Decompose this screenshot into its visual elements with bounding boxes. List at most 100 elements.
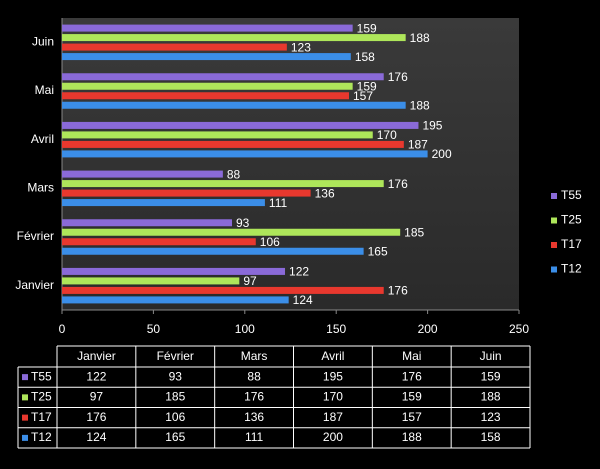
data-label: 124 <box>293 293 313 307</box>
table-header: Avril <box>321 349 344 363</box>
y-tick-label: Février <box>17 229 54 243</box>
data-label: 88 <box>227 167 241 181</box>
table-cell: 111 <box>245 430 264 444</box>
table-cell: 123 <box>481 410 501 424</box>
table-cell: 187 <box>323 410 343 424</box>
table-cell: 188 <box>402 430 422 444</box>
data-label: 123 <box>291 40 311 54</box>
data-label: 176 <box>388 177 408 191</box>
x-tick-label: 200 <box>418 322 438 336</box>
table-cell: 106 <box>165 410 185 424</box>
legend-key <box>22 374 28 381</box>
table-cell: 159 <box>402 390 422 404</box>
bar <box>62 43 287 51</box>
bar <box>62 53 351 61</box>
table-cell: 195 <box>323 369 343 383</box>
data-label: 106 <box>260 235 280 249</box>
bar <box>62 180 384 188</box>
table-header: Janvier <box>77 349 116 363</box>
y-tick-label: Avril <box>31 132 54 146</box>
bar <box>62 189 311 197</box>
plot-area <box>62 18 519 310</box>
legend-key <box>22 434 28 441</box>
table-cell: 157 <box>402 410 422 424</box>
bar <box>62 82 353 90</box>
bar <box>62 170 223 178</box>
table-cell: 136 <box>244 410 264 424</box>
data-label: 185 <box>404 225 424 239</box>
legend-key <box>551 242 557 248</box>
legend-key <box>22 414 28 421</box>
data-label: 200 <box>432 147 452 161</box>
bar <box>62 131 373 139</box>
legend-label: T12 <box>561 262 582 276</box>
legend-key <box>551 217 557 224</box>
data-label: 97 <box>243 274 257 288</box>
table-cell: 165 <box>165 430 185 444</box>
legend-label: T55 <box>561 188 582 202</box>
data-label: 170 <box>377 128 397 142</box>
data-label: 93 <box>236 216 250 230</box>
bar <box>62 199 265 207</box>
x-tick-label: 250 <box>509 322 529 336</box>
table-row-label: T12 <box>31 430 52 444</box>
data-label: 187 <box>408 138 428 152</box>
bar <box>62 24 353 32</box>
table-cell: 122 <box>86 369 106 383</box>
table-cell: 88 <box>247 369 261 383</box>
bar <box>62 296 289 304</box>
x-tick-label: 100 <box>235 322 255 336</box>
y-tick-label: Juin <box>32 35 54 49</box>
table-cell: 93 <box>169 369 183 383</box>
bar <box>62 247 364 255</box>
bar <box>62 219 233 227</box>
bar <box>62 238 256 246</box>
table-cell: 176 <box>244 390 264 404</box>
y-tick-label: Mai <box>35 83 54 97</box>
data-label: 158 <box>355 50 375 64</box>
table-cell: 159 <box>481 369 501 383</box>
y-tick-label: Mars <box>27 181 54 195</box>
data-label: 159 <box>357 21 377 35</box>
data-label: 165 <box>368 244 388 258</box>
table-cell: 97 <box>90 390 104 404</box>
data-label: 122 <box>289 265 309 279</box>
table-cell: 188 <box>481 390 501 404</box>
table-cell: 176 <box>86 410 106 424</box>
bar <box>62 228 401 236</box>
data-label: 188 <box>410 31 430 45</box>
data-label: 136 <box>315 186 335 200</box>
table-header: Juin <box>480 349 502 363</box>
table-row-label: T17 <box>31 410 52 424</box>
data-label: 195 <box>422 119 442 133</box>
table-row-label: T25 <box>31 390 52 404</box>
bar <box>62 267 286 275</box>
bar <box>62 73 384 81</box>
bar <box>62 92 349 100</box>
bar <box>62 150 428 158</box>
bar <box>62 140 404 148</box>
table-cell: 124 <box>86 430 106 444</box>
table-header: Mai <box>402 349 421 363</box>
data-label: 159 <box>357 79 377 93</box>
x-tick-label: 50 <box>147 322 161 336</box>
data-label: 176 <box>388 70 408 84</box>
y-tick-label: Janvier <box>15 278 54 292</box>
table-cell: 158 <box>481 430 501 444</box>
bar <box>62 277 240 285</box>
table-header: Février <box>157 349 194 363</box>
legend-key <box>551 193 557 199</box>
legend-key <box>22 394 28 401</box>
bar <box>62 34 406 42</box>
table-cell: 185 <box>165 390 185 404</box>
table-cell: 200 <box>323 430 343 444</box>
table-row-label: T55 <box>31 369 52 383</box>
data-label: 188 <box>410 98 430 112</box>
legend-label: T17 <box>561 237 582 251</box>
bar <box>62 121 419 129</box>
table-cell: 170 <box>323 390 343 404</box>
legend-label: T25 <box>561 213 582 227</box>
bar <box>62 101 406 109</box>
